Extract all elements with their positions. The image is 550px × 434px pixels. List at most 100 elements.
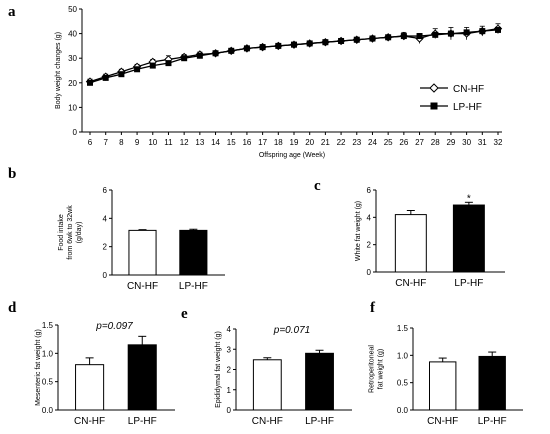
a-x-tick-label: 19 (290, 138, 299, 147)
a-x-axis-title: Offspring age (Week) (259, 152, 325, 159)
a-point-LP-HF (243, 45, 250, 52)
a-y-axis-title: Body weight changes (g) (55, 32, 62, 109)
a-x-tick-label: 10 (148, 138, 157, 147)
a-point-LP-HF (149, 62, 156, 69)
a-y-tick-label: 30 (68, 54, 77, 63)
a-x-tick-label: 13 (195, 138, 204, 147)
a-y-tick-label: 0 (73, 128, 78, 137)
a-y-tick-label: 50 (68, 5, 77, 14)
c-significance-marker: * (467, 193, 471, 204)
b-y-tick-label: 0 (103, 271, 108, 280)
e-y-tick-label: 1 (227, 386, 232, 395)
panel-label-c: c (314, 178, 321, 194)
c-bar-CN-HF (394, 214, 427, 273)
panel-label-b: b (8, 166, 16, 182)
f-y-tick-label: 0.5 (397, 379, 409, 388)
a-legend-marker-CN-HF (429, 83, 439, 93)
a-y-tick-label: 20 (68, 79, 77, 88)
a-point-LP-HF (212, 50, 219, 57)
c-y-tick-label: 2 (367, 241, 372, 250)
a-x-tick-label: 23 (352, 138, 361, 147)
b-y-axis-title: Food intake (58, 214, 65, 251)
e-y-tick-label: 0 (227, 406, 232, 415)
e-y-tick-label: 4 (227, 325, 232, 334)
f-y-axis-title: fat weight (g) (378, 349, 385, 389)
a-point-LP-HF (165, 60, 172, 67)
a-x-tick-label: 28 (431, 138, 440, 147)
b-y-axis-title: from 6wk to 32wk (67, 205, 74, 260)
f-bar-LP-HF (478, 355, 506, 411)
f-y-tick-label: 1.5 (397, 324, 409, 333)
a-point-LP-HF (134, 66, 141, 73)
panel-label-f: f (370, 300, 376, 316)
a-point-LP-HF (87, 79, 93, 86)
a-point-LP-HF (447, 30, 454, 37)
b-bar-LP-HF (179, 229, 208, 276)
a-point-LP-HF (118, 71, 125, 78)
a-point-LP-HF (102, 74, 109, 81)
f-y-axis-title: Retroperitoneal (369, 345, 376, 393)
a-point-LP-HF (369, 35, 376, 42)
a-legend-label-CN-HF: CN-HF (453, 84, 484, 95)
a-point-LP-HF (385, 34, 392, 41)
a-point-LP-HF (432, 31, 439, 38)
a-point-LP-HF (353, 36, 360, 43)
e-category-label-LP-HF: LP-HF (305, 416, 334, 427)
a-y-tick-label: 40 (68, 30, 77, 39)
a-point-LP-HF (322, 39, 329, 46)
a-x-tick-label: 21 (321, 138, 330, 147)
f-bar-CN-HF (429, 361, 457, 411)
e-category-label-CN-HF: CN-HF (252, 416, 283, 427)
a-x-tick-label: 29 (446, 138, 455, 147)
a-point-LP-HF (291, 41, 297, 48)
a-x-tick-label: 12 (180, 138, 189, 147)
a-point-LP-HF (479, 28, 486, 35)
c-y-tick-label: 4 (367, 213, 372, 222)
c-category-label-LP-HF: LP-HF (454, 278, 483, 289)
a-point-LP-HF (259, 44, 266, 51)
a-x-tick-label: 30 (462, 138, 471, 147)
a-x-tick-label: 26 (399, 138, 408, 147)
e-y-axis-title: Epididymal fat weight (g) (215, 331, 222, 408)
a-x-tick-label: 17 (258, 138, 267, 147)
b-y-axis-title: (g/day) (76, 222, 83, 244)
a-point-LP-HF (306, 40, 313, 47)
a-x-tick-label: 7 (103, 138, 108, 147)
a-series-line-LP-HF (89, 29, 499, 84)
a-point-LP-HF (338, 37, 345, 44)
a-x-tick-label: 24 (368, 138, 377, 147)
c-category-label-CN-HF: CN-HF (395, 278, 426, 289)
a-x-tick-label: 22 (337, 138, 346, 147)
a-x-tick-label: 8 (119, 138, 124, 147)
f-y-tick-label: 0.0 (397, 406, 409, 415)
f-category-label-LP-HF: LP-HF (478, 416, 507, 427)
panel-label-a: a (8, 4, 16, 20)
b-bar-CN-HF (128, 229, 157, 276)
f-category-label-CN-HF: CN-HF (427, 416, 458, 427)
a-x-tick-label: 11 (164, 138, 173, 147)
b-y-tick-label: 6 (103, 186, 108, 195)
a-x-tick-label: 25 (384, 138, 393, 147)
a-point-LP-HF (463, 29, 470, 36)
d-category-label-LP-HF: LP-HF (128, 416, 157, 427)
a-x-tick-label: 27 (415, 138, 424, 147)
a-x-tick-label: 6 (88, 138, 93, 147)
d-y-tick-label: 0.5 (42, 378, 54, 387)
panel-label-e: e (181, 306, 188, 322)
a-x-tick-label: 32 (494, 138, 503, 147)
a-x-tick-label: 20 (305, 138, 314, 147)
a-legend-label-LP-HF: LP-HF (453, 102, 482, 113)
a-x-tick-label: 16 (242, 138, 251, 147)
a-point-LP-HF (416, 33, 423, 40)
a-point-LP-HF (228, 47, 235, 54)
b-category-label-LP-HF: LP-HF (179, 281, 208, 292)
f-y-tick-label: 1.0 (397, 351, 409, 360)
a-y-tick-label: 10 (68, 103, 77, 112)
a-point-LP-HF (196, 52, 203, 59)
a-point-LP-HF (181, 55, 188, 62)
b-y-tick-label: 2 (103, 243, 108, 252)
d-bar-LP-HF (127, 344, 157, 411)
d-bar-CN-HF (75, 364, 105, 411)
b-category-label-CN-HF: CN-HF (127, 281, 158, 292)
